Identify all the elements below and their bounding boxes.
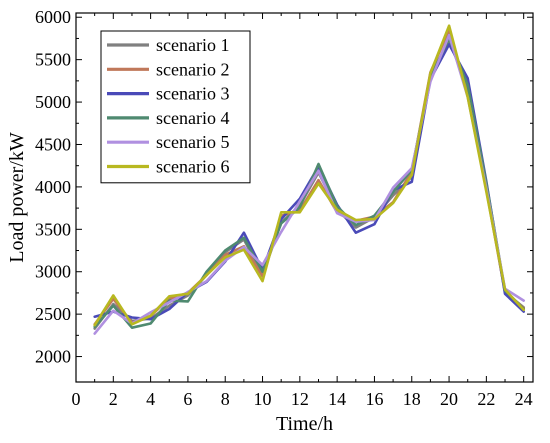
y-tick-label: 3500 (35, 219, 71, 239)
legend-label: scenario 1 (156, 35, 229, 55)
y-tick-label: 2000 (35, 347, 71, 367)
x-tick-label: 14 (328, 389, 346, 409)
x-tick-label: 4 (146, 389, 155, 409)
plot-frame (75, 12, 534, 383)
x-tick-label: 22 (477, 389, 495, 409)
series-line-5 (93, 33, 526, 335)
legend-label: scenario 5 (156, 132, 229, 152)
y-tick-label: 4000 (35, 177, 71, 197)
y-tick-label: 5000 (35, 92, 71, 112)
legend-label: scenario 2 (156, 59, 229, 79)
legend-label: scenario 3 (156, 84, 229, 104)
legend-box (100, 30, 251, 184)
axis-layer: 0 2 4 6 8 10 12 14 16 18 20 22 242000250030003500400… (35, 7, 533, 409)
y-tick-label: 4500 (35, 134, 71, 154)
legend-label: scenario 6 (156, 157, 229, 177)
y-tick-label: 6000 (35, 7, 71, 27)
x-tick-label: 10 (254, 389, 272, 409)
series-layer (93, 24, 526, 335)
x-tick-label: 20 (440, 389, 458, 409)
x-tick-label: 12 (291, 389, 309, 409)
y-tick-label: 2500 (35, 304, 71, 324)
x-tick-label: 24 (515, 389, 533, 409)
x-axis-label: Time/h (276, 413, 333, 435)
x-tick-label: 16 (365, 389, 383, 409)
x-tick-label: 6 (183, 389, 192, 409)
series-line-6 (93, 24, 526, 327)
x-tick-label: 0 (72, 389, 81, 409)
y-tick-label: 5500 (35, 50, 71, 70)
y-tick-label: 3000 (35, 262, 71, 282)
x-tick-label: 2 (109, 389, 118, 409)
y-axis-label: Load power/kW (6, 132, 28, 263)
legend: scenario 1 scenario 2 scenario 3 scenario 4… (100, 30, 251, 184)
legend-label: scenario 4 (156, 108, 229, 128)
x-tick-label: 8 (221, 389, 230, 409)
x-tick-label: 18 (403, 389, 421, 409)
